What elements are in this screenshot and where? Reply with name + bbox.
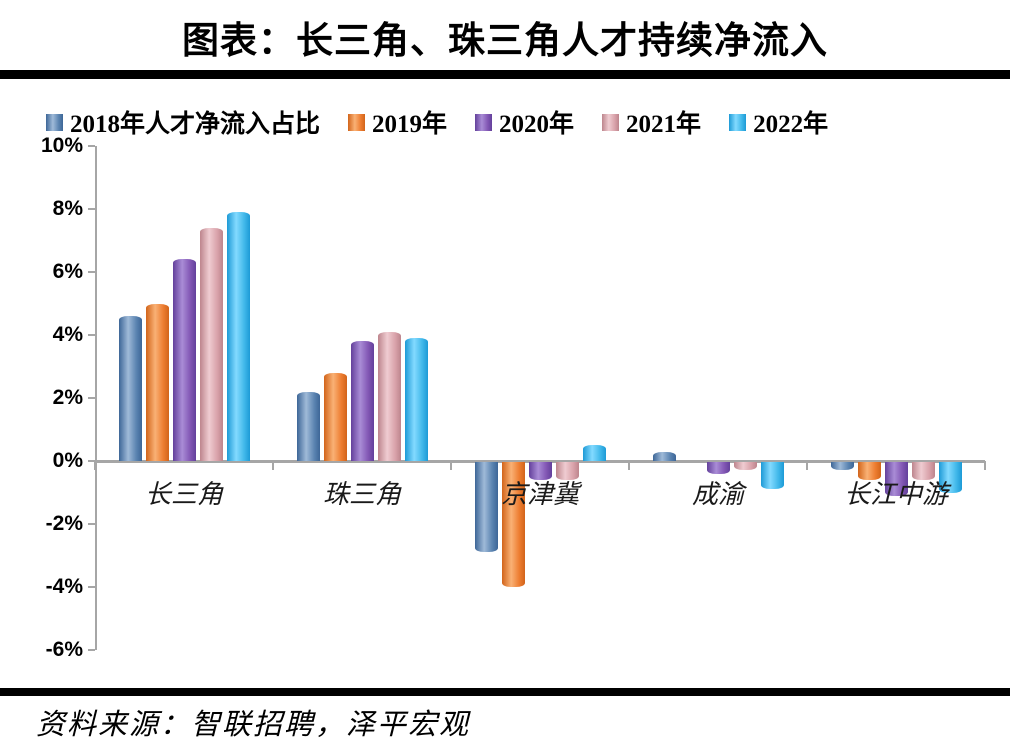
- bottom-divider: [0, 688, 1010, 696]
- legend-swatch-icon: [46, 113, 63, 131]
- bar-2020年-珠三角: [350, 341, 374, 461]
- legend-swatch-icon: [475, 113, 493, 131]
- bar-2022年-长三角: [226, 212, 250, 461]
- bar-2018年人才净流入占比-京津冀: [474, 462, 498, 553]
- bar-2022年-珠三角: [404, 338, 428, 461]
- bar-2022年-京津冀: [582, 445, 606, 461]
- y-tick-label: 2%: [52, 386, 83, 409]
- legend-item: 2021年: [602, 104, 701, 140]
- legend-swatch-icon: [729, 113, 747, 131]
- y-axis-line: [95, 146, 97, 650]
- bar-2020年-成渝: [706, 462, 730, 474]
- bar-2021年-长三角: [199, 227, 223, 461]
- bar-2018年人才净流入占比-成渝: [652, 451, 676, 461]
- bar-2019年-珠三角: [323, 372, 347, 461]
- x-axis-line: [95, 460, 985, 463]
- y-tick-label: -4%: [45, 575, 83, 598]
- bar-2021年-珠三角: [377, 331, 401, 461]
- legend-swatch-icon: [348, 113, 366, 131]
- bar-2019年-长三角: [145, 303, 169, 461]
- bar-2022年-成渝: [760, 462, 784, 490]
- legend-label: 2020年: [499, 111, 575, 138]
- y-axis-tick: [88, 145, 95, 147]
- plot-area: 10% 8% 6% 4% 2% 0% -2% -4% -6% 长三角 珠三角 京津冀 成渝 长江中游: [41, 134, 986, 661]
- y-tick-label: 4%: [52, 323, 83, 346]
- y-tick-label: 6%: [52, 260, 83, 283]
- source-note: 资料来源：智联招聘，泽平宏观: [36, 709, 471, 741]
- bar-2020年-长三角: [172, 259, 196, 461]
- top-divider: [0, 70, 1010, 79]
- legend-item: 2019年: [348, 104, 447, 140]
- x-axis-tick: [806, 461, 808, 470]
- bar-2021年-长江中游: [911, 462, 935, 480]
- y-axis-tick: [88, 334, 95, 336]
- bar-2019年-京津冀: [501, 462, 525, 587]
- y-axis-tick: [88, 271, 95, 273]
- y-tick-label: 10%: [40, 134, 83, 157]
- bar-2021年-京津冀: [555, 462, 579, 480]
- y-tick-label: -6%: [45, 638, 83, 661]
- bar-2021年-成渝: [733, 462, 757, 471]
- legend-item: 2022年: [729, 104, 828, 140]
- y-axis-tick: [88, 523, 95, 525]
- category-label: 京津冀: [500, 480, 579, 509]
- y-tick-label: -2%: [45, 512, 83, 535]
- x-axis-tick: [272, 461, 274, 470]
- y-axis-tick: [88, 586, 95, 588]
- y-tick-label: 0%: [52, 449, 83, 472]
- bar-2020年-长江中游: [884, 462, 908, 496]
- bar-2018年人才净流入占比-长三角: [118, 316, 142, 461]
- x-axis-tick: [628, 461, 630, 470]
- category-label: 长江中游: [843, 480, 948, 509]
- x-axis-tick: [94, 461, 96, 470]
- bar-2018年人才净流入占比-长江中游: [830, 462, 854, 471]
- legend-label: 2022年: [753, 111, 829, 138]
- y-axis-tick: [88, 397, 95, 399]
- legend-label: 2021年: [626, 111, 702, 138]
- legend-swatch-icon: [602, 113, 620, 131]
- legend-item: 2020年: [475, 104, 574, 140]
- bar-2018年人才净流入占比-珠三角: [296, 391, 320, 461]
- bar-2019年-长江中游: [857, 462, 881, 480]
- bar-2022年-长江中游: [938, 462, 962, 493]
- y-axis-tick: [88, 649, 95, 651]
- legend-label: 2019年: [372, 111, 448, 138]
- x-axis-tick: [984, 461, 986, 470]
- bar-2020年-京津冀: [528, 462, 552, 480]
- y-axis-tick: [88, 460, 95, 462]
- y-axis-tick: [88, 208, 95, 210]
- chart-title: 图表：长三角、珠三角人才持续净流入: [182, 21, 828, 62]
- y-tick-label: 8%: [52, 197, 83, 220]
- legend-label: 2018年人才净流入占比: [70, 111, 321, 138]
- x-axis-tick: [450, 461, 452, 470]
- legend-item: 2018年人才净流入占比: [46, 104, 320, 140]
- category-label: 长三角: [144, 480, 223, 509]
- category-label: 成渝: [691, 480, 744, 509]
- legend: 2018年人才净流入占比 2019年 2020年 2021年 2022年: [46, 104, 1006, 140]
- category-label: 珠三角: [322, 480, 401, 509]
